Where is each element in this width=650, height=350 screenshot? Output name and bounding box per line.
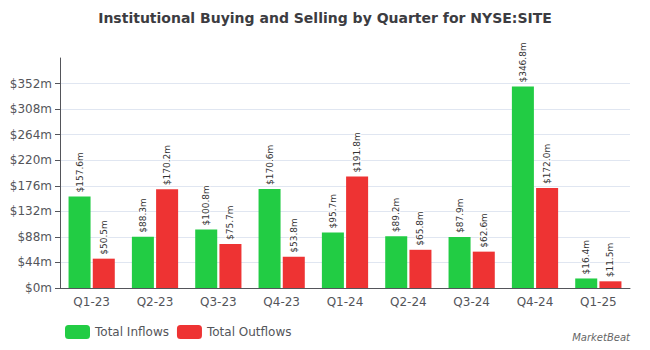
svg-text:Q1-24: Q1-24 (327, 295, 364, 309)
svg-text:$88.3m: $88.3m (138, 198, 148, 233)
svg-text:$50.5m: $50.5m (99, 220, 109, 255)
svg-text:$176m: $176m (10, 179, 52, 193)
svg-text:$264m: $264m (10, 128, 52, 142)
svg-text:MarketBeat: MarketBeat (572, 332, 631, 343)
svg-text:Q3-24: Q3-24 (453, 295, 490, 309)
svg-text:$132m: $132m (10, 204, 52, 218)
svg-text:$95.7m: $95.7m (328, 194, 338, 229)
svg-text:$89.2m: $89.2m (391, 198, 401, 233)
svg-text:$170.6m: $170.6m (265, 145, 275, 185)
svg-text:Q3-23: Q3-23 (200, 295, 237, 309)
svg-text:$44m: $44m (17, 255, 52, 269)
svg-text:$62.6m: $62.6m (479, 213, 489, 248)
svg-text:$220m: $220m (10, 153, 52, 167)
svg-text:$191.8m: $191.8m (352, 132, 362, 172)
svg-text:$170.2m: $170.2m (162, 145, 172, 185)
svg-text:Q4-23: Q4-23 (263, 295, 300, 309)
svg-text:$100.8m: $100.8m (201, 185, 211, 225)
svg-text:$65.8m: $65.8m (415, 211, 425, 246)
svg-text:$352m: $352m (10, 77, 52, 91)
svg-text:$75.7m: $75.7m (225, 205, 235, 240)
svg-text:Q1-25: Q1-25 (580, 295, 617, 309)
svg-text:Total Outflows: Total Outflows (206, 325, 292, 339)
svg-text:$346.8m: $346.8m (518, 42, 528, 82)
svg-text:$53.8m: $53.8m (289, 218, 299, 253)
svg-text:Q2-24: Q2-24 (390, 295, 427, 309)
svg-text:$87.9m: $87.9m (455, 198, 465, 233)
svg-text:Q1-23: Q1-23 (73, 295, 110, 309)
svg-text:Total Inflows: Total Inflows (94, 325, 169, 339)
svg-text:$16.4m: $16.4m (581, 240, 591, 275)
svg-text:Q4-24: Q4-24 (517, 295, 554, 309)
svg-text:$0m: $0m (25, 281, 52, 295)
svg-text:$172.0m: $172.0m (542, 144, 552, 184)
svg-text:$88m: $88m (17, 230, 52, 244)
svg-text:Institutional Buying and Selli: Institutional Buying and Selling by Quar… (98, 10, 552, 26)
svg-text:$157.6m: $157.6m (75, 152, 85, 192)
svg-text:$308m: $308m (10, 102, 52, 116)
svg-text:$11.5m: $11.5m (605, 243, 615, 278)
svg-text:Q2-23: Q2-23 (137, 295, 174, 309)
